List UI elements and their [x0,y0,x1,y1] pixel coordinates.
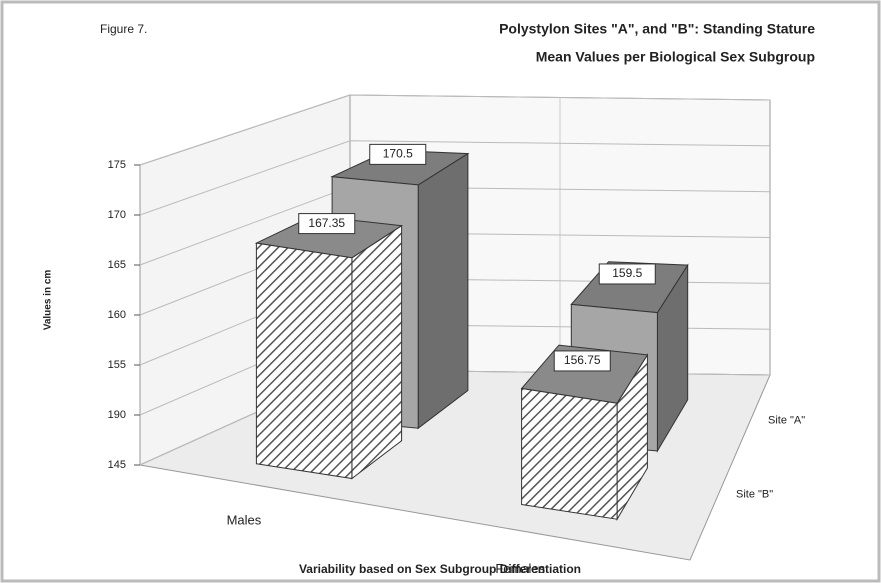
y-tick-label: 165 [108,259,126,271]
data-label-box [553,350,611,372]
x-tick-label: Males [227,513,262,528]
data-label-box [598,263,656,285]
data-label: 156.75 [564,353,601,367]
y-tick-label: 145 [108,459,126,471]
y-axis-label: Values in cm [43,270,54,331]
y-tick-label: 175 [108,159,126,171]
y-tick-label: 190 [108,409,126,421]
grid-line [139,94,771,166]
legend-label: Site "A" [768,414,805,426]
chart-title: Polystylon Sites "A", and "B": Standing … [499,21,815,37]
data-label-box [298,213,356,235]
plot-area: 145 190 155 160 165 170 175 Males Females Site "A… [108,94,805,576]
grid-line [139,140,771,216]
data-label: 159.5 [612,266,642,280]
data-label: 167.35 [308,216,345,230]
bar-side [417,152,469,430]
chart-title: Mean Values per Biological Sex Subgroup [536,49,815,65]
y-tick-label: 170 [108,209,126,221]
data-label: 170.5 [383,147,413,161]
data-label-box [369,143,427,165]
bar [521,387,618,520]
y-tick-label: 155 [108,359,126,371]
x-axis-label: Variability based on Sex Subgroup Differ… [299,562,581,576]
bar-side [351,224,403,480]
bar [255,242,353,480]
x-tick-label: Females [495,561,545,576]
y-tick-label: 160 [108,309,126,321]
figure-label: Figure 7. [100,22,147,36]
legend-label: Site "B" [736,488,773,500]
